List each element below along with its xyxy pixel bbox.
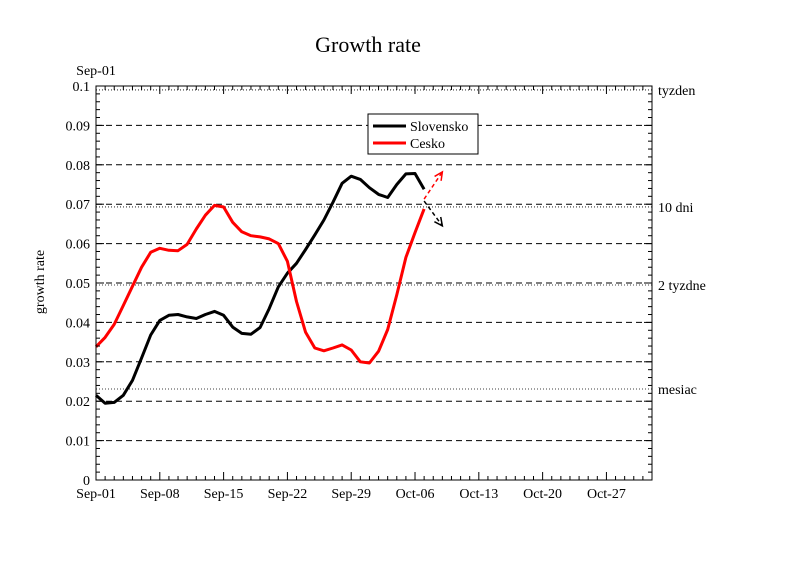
x-tick-label-1: Sep-08 (140, 487, 180, 502)
x-tick-label-7: Oct-20 (523, 487, 562, 502)
x-tick-label-8: Oct-27 (587, 487, 626, 502)
trend-arrow-head-1 (434, 170, 444, 181)
y-tick-label-6: 0.06 (66, 238, 91, 253)
y-tick-label-7: 0.07 (66, 198, 91, 213)
series-line-1 (94, 203, 426, 365)
chart-title: Growth rate (315, 32, 421, 57)
y-tick-label-2: 0.02 (66, 395, 91, 410)
y-tick-label-5: 0.05 (66, 277, 91, 292)
y-tick-label-8: 0.08 (66, 159, 91, 174)
x-tick-label-3: Sep-22 (268, 487, 308, 502)
y-tick-label-0: 0 (83, 474, 90, 489)
reference-label-0: tyzden (658, 84, 695, 99)
x-tick-label-5: Oct-06 (396, 487, 435, 502)
reference-label-3: mesiac (658, 383, 697, 398)
y-axis-label: growth rate (33, 250, 48, 314)
trend-arrow-line-0 (423, 200, 443, 227)
series-line-0 (95, 172, 426, 405)
x-tick-label-6: Oct-13 (459, 487, 498, 502)
series-lines (94, 170, 444, 405)
grid-lines (96, 124, 652, 442)
y-tick-label-3: 0.03 (66, 356, 91, 371)
y-tick-label-10: 0.1 (73, 80, 91, 95)
axis-ticks: 0 0.01 0.02 0.03 0.04 0.05 0.06 0.07 0.08 0.09 0.1… (66, 80, 653, 502)
top-axis-start-label: Sep-01 (76, 64, 116, 79)
trend-arrow-head-0 (434, 216, 444, 228)
trend-arrow-line-1 (423, 171, 443, 200)
y-tick-label-9: 0.09 (66, 119, 91, 134)
legend-box (367, 113, 479, 155)
y-tick-label-4: 0.04 (66, 316, 91, 331)
reference-label-1: 10 dni (658, 201, 694, 216)
legend-label-0: Slovensko (410, 120, 468, 135)
legend: Slovensko Cesko (367, 113, 479, 155)
x-tick-label-0: Sep-01 (76, 487, 116, 502)
reference-lines: tyzden 10 dni 2 tyzdne mesiac (95, 84, 706, 480)
legend-label-1: Cesko (410, 137, 445, 152)
x-tick-label-4: Sep-29 (331, 487, 371, 502)
y-tick-label-1: 0.01 (66, 435, 91, 450)
x-tick-label-2: Sep-15 (204, 487, 244, 502)
reference-label-2: 2 tyzdne (658, 279, 706, 294)
